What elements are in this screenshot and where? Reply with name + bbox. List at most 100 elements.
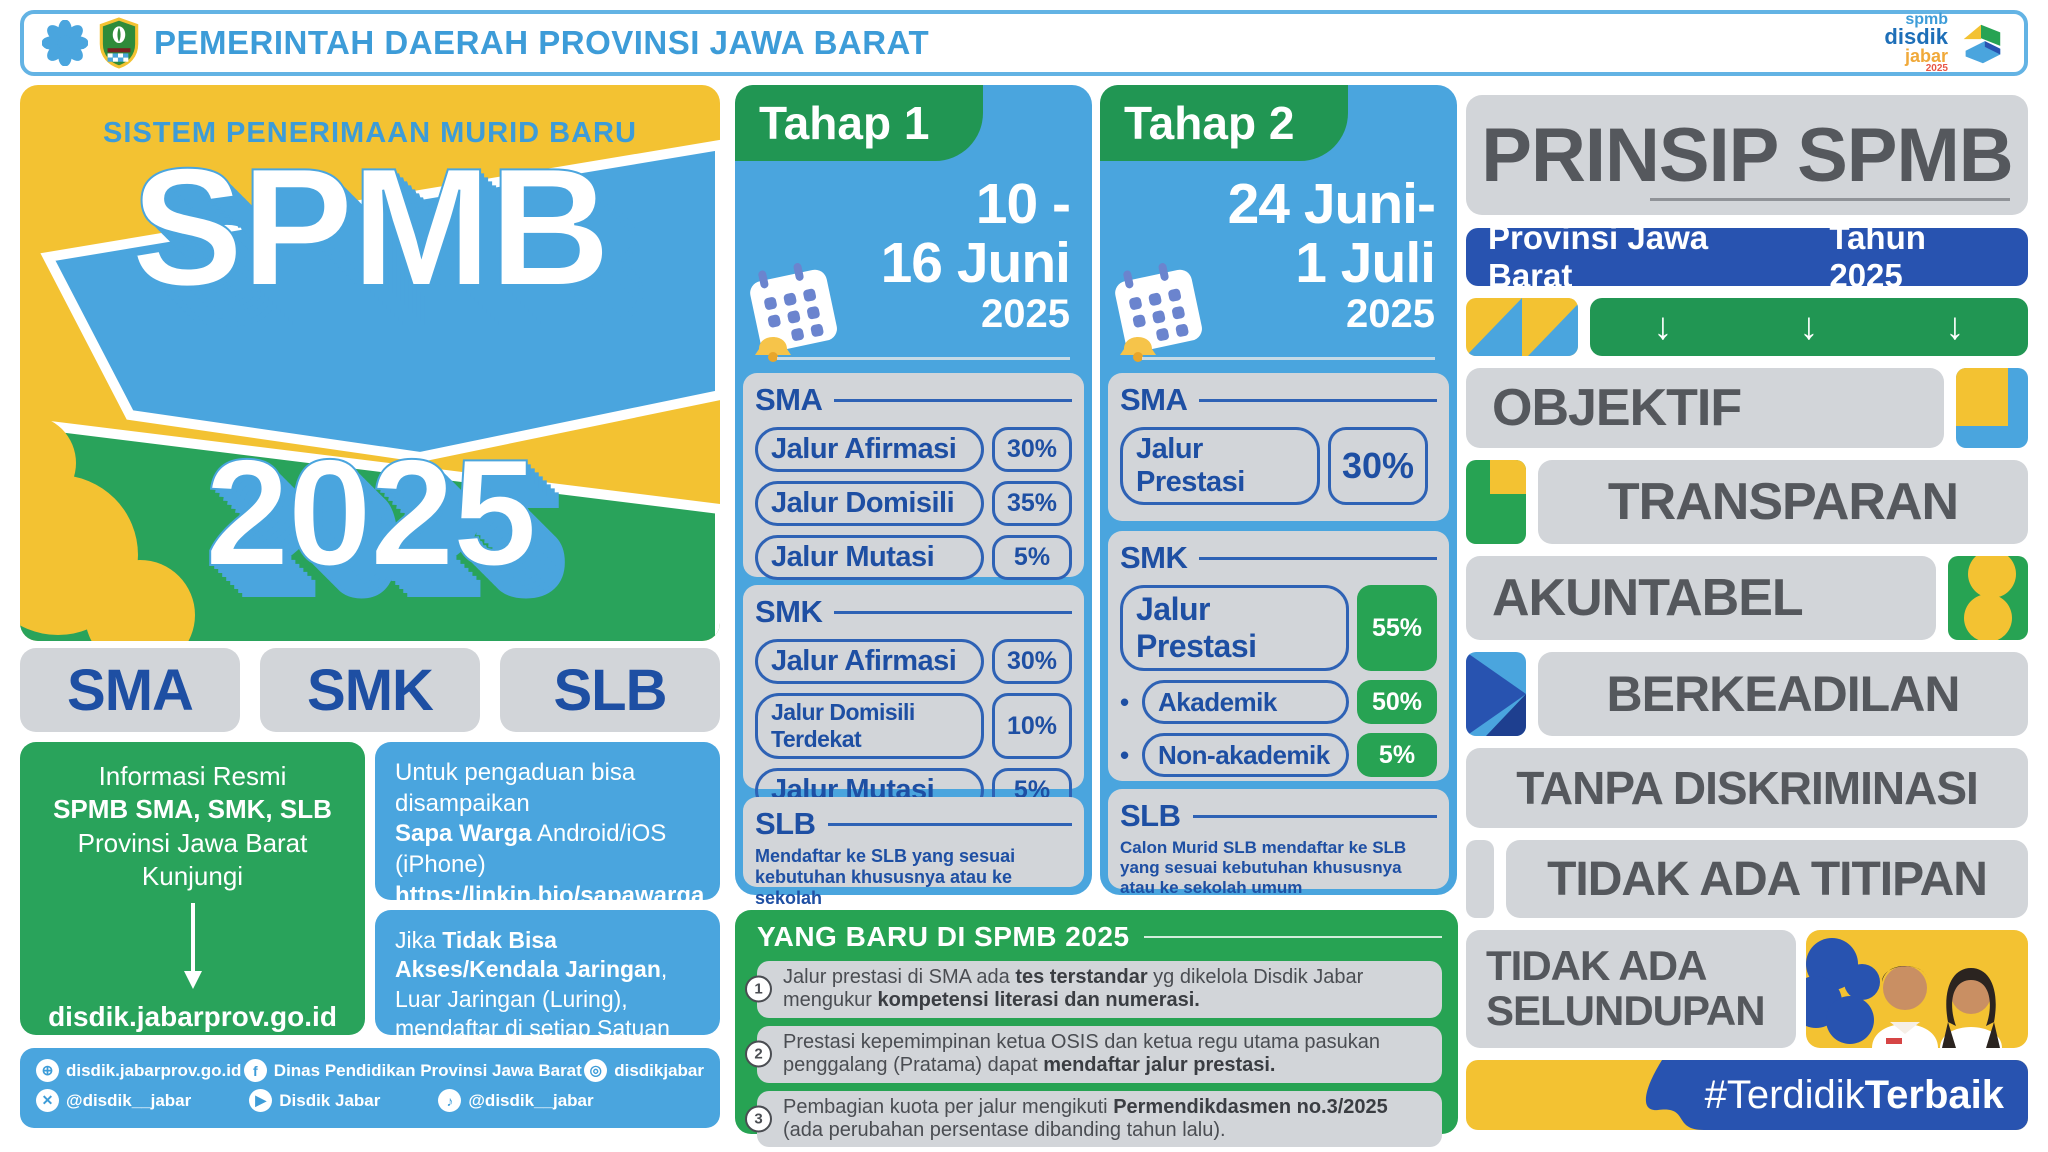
jalur-row: • Akademik 50% — [1120, 680, 1437, 724]
tahap1-slb-panel: SLB Mendaftar ke SLB yang sesuai kebutuh… — [743, 797, 1084, 908]
spmb-disdik-logo: spmb disdik jabar 2025 — [1884, 11, 2006, 75]
hero-kicker: SISTEM PENERIMAAN MURID BARU — [103, 117, 637, 149]
tahap2-slb-title: SLB — [1120, 798, 1181, 833]
social-facebook[interactable]: f Dinas Pendidikan Provinsi Jawa Barat — [243, 1059, 582, 1082]
decor-sliver — [1466, 840, 1494, 918]
hashtag-bar: #Terdidik Terbaik — [1466, 1060, 2028, 1130]
social-tiktok[interactable]: ♪ @disdik__jabar — [438, 1089, 594, 1112]
tahap1-tab: Tahap 1 — [735, 85, 983, 161]
jalur-row: Jalur Afirmasi 30% — [755, 639, 1072, 684]
instagram-icon: ◎ — [584, 1059, 608, 1082]
item-number-badge: 3 — [745, 1105, 772, 1133]
prinsip-item-transparan: TRANSPARAN — [1538, 460, 2028, 544]
prinsip-item-objektif: OBJEKTIF — [1466, 368, 1944, 448]
decor-tile-corner — [1956, 368, 2028, 448]
whats-new-title: YANG BARU DI SPMB 2025 — [757, 921, 1442, 953]
offline-bold-text: Tidak Bisa Akses/Kendala Jaringan — [395, 927, 661, 983]
jalur-row: Jalur Prestasi 30% — [1120, 427, 1437, 505]
complaint-url[interactable]: https:/linkin.bio/sapawarga__jabar — [395, 881, 789, 909]
calendar-bell-icon — [1115, 263, 1202, 362]
whats-new-item-1: 1 Jalur prestasi di SMA ada tes terstand… — [745, 961, 1442, 1018]
complaint-text: Untuk pengaduan bisa disampaikan — [395, 759, 636, 817]
tahap1-sma-title: SMA — [755, 382, 823, 417]
sapa-warga-label: Sapa Warga — [395, 820, 532, 848]
header-bar: PEMERINTAH DAERAH PROVINSI JAWA BARAT sp… — [20, 10, 2028, 76]
logo-jabar-text: jabar — [1904, 45, 1948, 66]
social-media-bar: ⊕ disdik.jabarprov.go.id f Dinas Pendidi… — [20, 1048, 720, 1128]
jabar-crest-icon — [99, 17, 139, 69]
tahap2-tab: Tahap 2 — [1100, 85, 1348, 161]
divider — [1650, 198, 2010, 201]
website-link[interactable]: disdik.jabarprov.go.id — [48, 1001, 337, 1033]
logo-disdik-text: disdik — [1884, 24, 1948, 50]
prinsip-item-berkeadilan: BERKEADILAN — [1538, 652, 2028, 736]
tahap2-slb-panel: SLB Calon Murid SLB mendaftar ke SLB yan… — [1108, 789, 1449, 897]
hero-year: 2025 — [204, 428, 538, 598]
prinsip-item-tanpa-diskriminasi: TANPA DISKRIMINASI — [1466, 748, 2028, 828]
whats-new-box: YANG BARU DI SPMB 2025 1 Jalur prestasi … — [735, 910, 1458, 1148]
official-info-box: Informasi Resmi SPMB SMA, SMK, SLB Provi… — [20, 742, 365, 1035]
tahap1-smk-panel: SMK Jalur Afirmasi 30% Jalur Domisili Te… — [743, 585, 1084, 813]
down-arrow-icon: ↓ — [1799, 305, 1819, 348]
divider — [777, 357, 1070, 360]
social-youtube[interactable]: ▶ Disdik Jabar — [249, 1089, 380, 1112]
jalur-row: Jalur Prestasi 55% — [1120, 585, 1437, 671]
social-x[interactable]: ✕ @disdik__jabar — [36, 1089, 191, 1112]
down-arrow-icon: ↓ — [1653, 305, 1673, 348]
tahap2-dates: 24 Juni- 1 Juli 2025 — [1227, 172, 1436, 336]
tahap1-sma-panel: SMA Jalur Afirmasi 30% Jalur Domisili 35… — [743, 373, 1084, 580]
decor-tile-blue-triangles — [1466, 652, 1526, 736]
tahap1-dates: 10 - 16 Juni 2025 — [880, 172, 1071, 336]
tahap2-sma-panel: SMA Jalur Prestasi 30% — [1108, 373, 1449, 521]
tahap2-sma-title: SMA — [1120, 382, 1188, 417]
jalur-row: Jalur Domisili 35% — [755, 481, 1072, 526]
arrows-bar: ↓ ↓ ↓ — [1590, 298, 2028, 356]
info-line4: Kunjungi — [141, 860, 244, 891]
hero-card: SISTEM PENERIMAAN MURID BARU SPMB 2025 — [20, 85, 720, 641]
jalur-row: Jalur Mutasi 5% — [755, 535, 1072, 580]
hero-title: SPMB — [130, 133, 611, 321]
whats-new-item-2: 2 Prestasi kepemimpinan ketua OSIS dan k… — [745, 1025, 1442, 1083]
tahap2-card: Tahap 2 24 Juni- 1 Juli 2025 SMA — [1100, 85, 1457, 897]
tahap1-slb-note: Mendaftar ke SLB yang sesuai kebutuhan k… — [755, 846, 1016, 909]
tahap1-smk-title: SMK — [755, 594, 823, 629]
page-title: PEMERINTAH DAERAH PROVINSI JAWA BARAT — [154, 24, 930, 61]
complaint-box: Untuk pengaduan bisa disampaikan Sapa Wa… — [375, 742, 788, 909]
tahap2-slb-note: Calon Murid SLB mendaftar ke SLB yang se… — [1120, 838, 1407, 898]
offline-registration-box: Jika Tidak Bisa Akses/Kendala Jaringan, … — [375, 910, 720, 1071]
tahap2-smk-panel: SMK Jalur Prestasi 55% • Akademik 50% • … — [1108, 531, 1449, 781]
info-line2: SPMB SMA, SMK, SLB — [53, 794, 332, 825]
decor-tile-green-corner — [1466, 460, 1526, 544]
youtube-icon: ▶ — [249, 1089, 273, 1112]
prinsip-item-tidak-ada-titipan: TIDAK ADA TITIPAN — [1506, 840, 2028, 918]
level-badge-slb: SLB — [500, 648, 720, 732]
tahap2-smk-title: SMK — [1120, 540, 1188, 575]
social-instagram[interactable]: ◎ disdikjabar — [584, 1059, 704, 1082]
level-badge-smk: SMK — [260, 648, 480, 732]
hero-background-art — [20, 85, 720, 641]
social-website[interactable]: ⊕ disdik.jabarprov.go.id — [36, 1059, 241, 1082]
calendar-bell-icon — [750, 263, 837, 362]
info-line3: Provinsi Jawa Barat — [77, 827, 308, 858]
tahap1-slb-title: SLB — [755, 806, 816, 841]
logo-year-text: 2025 — [1925, 63, 1948, 75]
item-number-badge: 2 — [745, 1040, 772, 1068]
globe-icon: ⊕ — [36, 1059, 59, 1082]
bullet: • — [1120, 686, 1130, 717]
divider — [1142, 357, 1435, 360]
decor-tile-circles — [1948, 556, 2028, 640]
year-label: Tahun 2025 — [1829, 219, 1926, 294]
tahap1-card: Tahap 1 10 - 16 Juni 2025 SMA — [735, 85, 1092, 908]
down-arrow-icon: ↓ — [1945, 305, 1965, 348]
book-logo-icon — [1963, 24, 2001, 64]
jabar-flower-icon — [42, 20, 88, 66]
jalur-row: Jalur Afirmasi 30% — [755, 427, 1072, 472]
hashtag-text: #Terdidik Terbaik — [1704, 1072, 2004, 1117]
prinsip-item-tidak-ada-selundupan: TIDAK ADA SELUNDUPAN — [1466, 930, 1796, 1048]
bullet: • — [1120, 739, 1130, 770]
facebook-icon: f — [243, 1059, 267, 1082]
tiktok-icon: ♪ — [438, 1089, 462, 1112]
decor-tile-triangles — [1466, 298, 1578, 356]
jalur-row: Jalur Domisili Terdekat 10% — [755, 693, 1072, 759]
